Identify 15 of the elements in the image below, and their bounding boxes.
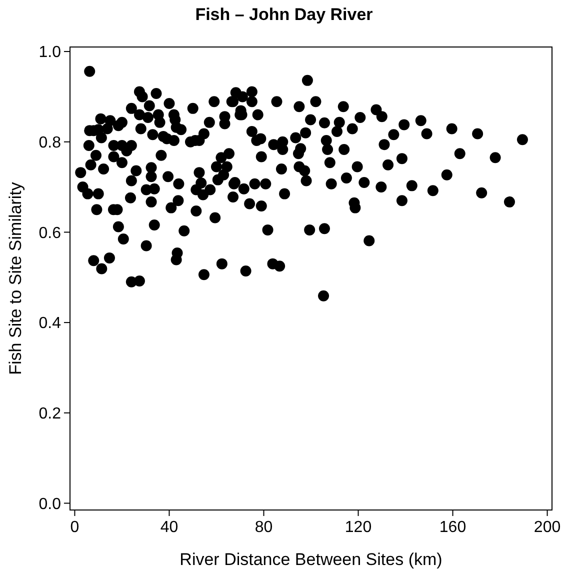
x-tick-label: 80 — [254, 519, 273, 536]
x-tick-label: 40 — [160, 519, 178, 536]
x-tick-label: 160 — [439, 519, 466, 536]
y-tick-label: 0.8 — [38, 134, 62, 152]
y-tick-label: 1.0 — [38, 44, 62, 62]
x-tick-label: 0 — [70, 519, 80, 536]
y-tick-label: 0.6 — [38, 224, 62, 242]
y-axis-title: Fish Site to Site Similarity — [6, 182, 25, 375]
y-tick-label: 0.4 — [38, 315, 62, 332]
x-tick-label: 120 — [344, 519, 372, 536]
y-tick-label: 0.0 — [38, 496, 62, 513]
x-axis-title: River Distance Between Sites (km) — [180, 550, 442, 569]
y-tick-label: 0.2 — [38, 405, 62, 422]
x-tick-label: 200 — [534, 519, 561, 536]
chart-title: Fish – John Day River — [195, 5, 374, 24]
